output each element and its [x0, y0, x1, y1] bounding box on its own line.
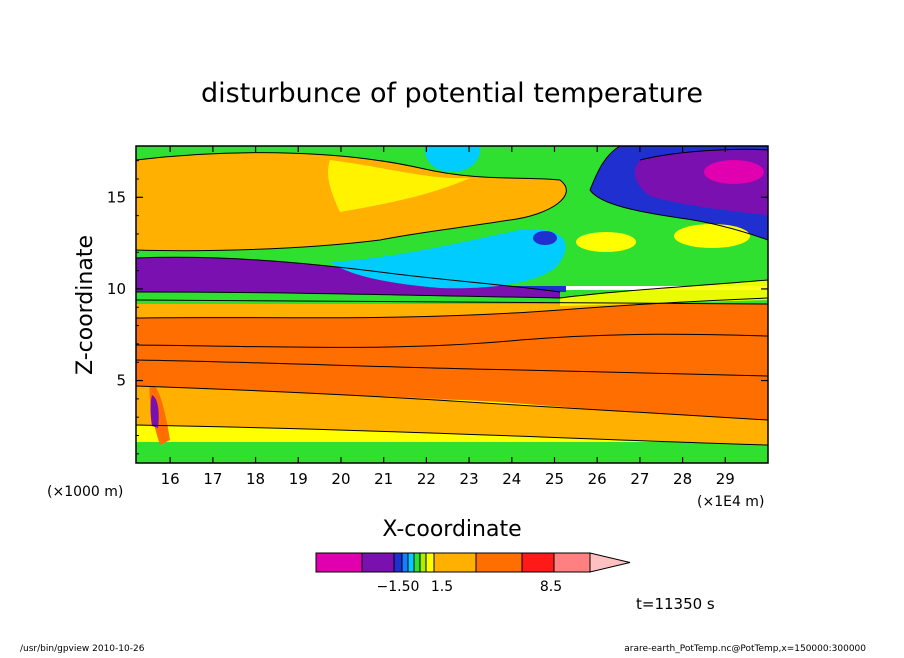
x-axis-label: X-coordinate [382, 517, 521, 542]
y-tick-label: 10 [107, 280, 126, 298]
region-blue-blob [533, 231, 557, 245]
region-magenta-core [704, 160, 764, 184]
contour-line [136, 385, 768, 421]
x-tick-label: 23 [460, 470, 479, 488]
contour-line [559, 279, 768, 299]
contour-line [136, 359, 768, 377]
plot-frame [135, 145, 769, 464]
colorbar-labels: −1.50 1.5 8.5 [377, 579, 563, 595]
contour-line [136, 291, 561, 299]
colorbar-segment [553, 552, 591, 573]
colorbar-label: −1.50 [377, 579, 420, 595]
region-orange-low [136, 386, 768, 445]
contour-lines [136, 146, 768, 446]
contour-field [136, 146, 768, 463]
colorbar-arrow [589, 552, 631, 573]
x-unit-left: (×1000 m) [47, 484, 123, 500]
x-tick-label: 22 [417, 470, 436, 488]
x-tick-label: 29 [716, 470, 735, 488]
x-tick-label: 27 [630, 470, 649, 488]
contour-line [136, 424, 768, 446]
colorbar-segment [393, 552, 403, 573]
x-tick-label: 17 [203, 470, 222, 488]
y-ticks: 5 10 15 [107, 160, 768, 455]
x-unit-right: (×1E4 m) [697, 494, 764, 510]
x-tick-label: 19 [289, 470, 308, 488]
x-tick-label: 16 [161, 470, 180, 488]
colorbar-segment [419, 552, 427, 573]
time-label: t=11350 s [636, 595, 715, 613]
contour-line [136, 256, 561, 293]
x-tick-label: 24 [502, 470, 521, 488]
y-axis-label: Z-coordinate [73, 235, 98, 375]
y-tick-label: 15 [107, 188, 126, 206]
region-yellow-upper-right-band [560, 280, 768, 306]
colorbar-label: 8.5 [540, 579, 562, 595]
region-upper-yellow [328, 160, 470, 212]
region-yellow-blob-2 [674, 224, 750, 248]
region-surface-vortex [150, 395, 159, 428]
contour-line [589, 146, 768, 241]
x-tick-label: 18 [246, 470, 265, 488]
region-surface-turbulence [149, 380, 170, 445]
x-tick-label: 20 [331, 470, 350, 488]
region-cyan-top [424, 146, 481, 172]
y-tick-label: 5 [116, 372, 126, 390]
contour-line [136, 152, 567, 252]
footer-right: arare-earth_PotTemp.nc@PotTemp,x=150000:… [624, 644, 866, 654]
x-tick-label: 25 [545, 470, 564, 488]
x-ticks: 16 17 18 19 20 21 22 23 24 25 26 27 28 29 [161, 146, 735, 488]
band-surface [136, 440, 768, 463]
colorbar-segment [521, 552, 555, 573]
colorbar-segment [315, 552, 363, 573]
contour-line [136, 297, 768, 319]
x-tick-label: 26 [588, 470, 607, 488]
colorbar-segment [475, 552, 523, 573]
contour-line [639, 148, 768, 161]
region-dark-orange [136, 298, 768, 420]
colorbar-segment [433, 552, 477, 573]
colorbar-segment [425, 552, 435, 573]
colorbar-segment [413, 552, 421, 573]
chart-title: disturbunce of potential temperature [201, 78, 703, 109]
x-tick-label: 21 [374, 470, 393, 488]
colorbar [315, 552, 631, 573]
contour-line [136, 333, 768, 348]
region-yellow-blob-1 [576, 232, 636, 252]
footer-left: /usr/bin/gpview 2010-10-26 [20, 644, 145, 654]
colorbar-segment [401, 552, 409, 573]
colorbar-label: 1.5 [431, 579, 453, 595]
colorbar-segment [361, 552, 395, 573]
x-tick-label: 28 [673, 470, 692, 488]
colorbar-segment [407, 552, 415, 573]
